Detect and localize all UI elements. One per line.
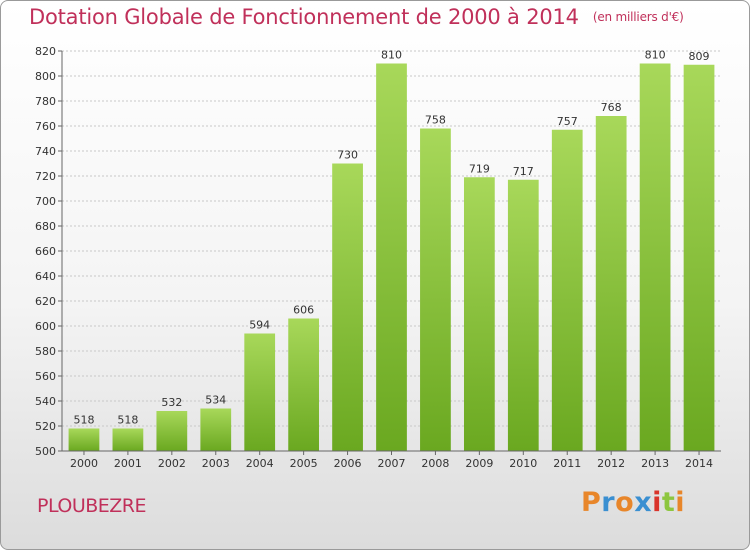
x-tick-label-2003: 2003 [202, 457, 230, 470]
value-label-2000: 518 [73, 414, 94, 427]
x-tick-label-2002: 2002 [158, 457, 186, 470]
bar-2007 [376, 63, 407, 451]
y-tick-label: 520 [35, 420, 56, 433]
logo-letter: r [601, 487, 616, 518]
chart-subtitle: (en milliers d'€) [592, 10, 684, 24]
y-tick-label: 720 [35, 170, 56, 183]
x-tick-label-2001: 2001 [114, 457, 142, 470]
proxiti-logo[interactable]: Proxiti [581, 487, 685, 518]
y-tick-label: 600 [35, 320, 56, 333]
bar-2008 [420, 128, 451, 451]
value-labels: 518 518 532 534 594 606 730 810 758 719 717 757 768 8… [73, 49, 709, 427]
bar-2010 [507, 179, 539, 451]
value-label-2001: 518 [117, 414, 138, 427]
logo-letter: o [615, 487, 635, 518]
x-tick-label-2010: 2010 [509, 457, 537, 470]
bar-2003 [200, 408, 232, 451]
value-label-2011: 757 [557, 115, 578, 128]
bar-2005 [288, 318, 320, 451]
chart-title-text: Dotation Globale de Fonctionnement de 20… [29, 5, 579, 29]
y-tick-label: 580 [35, 345, 56, 358]
bar-2006 [332, 163, 363, 451]
value-label-2004: 594 [249, 319, 270, 332]
y-tick-label: 660 [35, 245, 56, 258]
chart-title: Dotation Globale de Fonctionnement de 20… [29, 5, 684, 29]
x-tick-label-2014: 2014 [685, 457, 713, 470]
x-tick-label-2009: 2009 [465, 457, 493, 470]
value-label-2003: 534 [205, 394, 226, 407]
value-label-2005: 606 [293, 304, 314, 317]
logo-letter: P [581, 487, 602, 518]
city-name: PLOUBEZRE [37, 495, 147, 517]
bars [68, 63, 715, 451]
bar-2004 [244, 333, 276, 451]
value-label-2007: 810 [381, 49, 402, 62]
bar-2013 [639, 63, 671, 451]
logo-letter: x [634, 487, 653, 518]
bar-2009 [463, 177, 495, 451]
bar-2014 [683, 64, 715, 451]
value-label-2008: 758 [425, 114, 446, 127]
x-tick-label-2000: 2000 [70, 457, 98, 470]
x-tick-label-2005: 2005 [290, 457, 318, 470]
x-tick-label-2008: 2008 [421, 457, 449, 470]
value-label-2002: 532 [161, 396, 182, 409]
value-label-2014: 809 [689, 50, 710, 63]
y-tick-label: 640 [35, 270, 56, 283]
y-tick-label: 820 [35, 45, 56, 58]
logo-letter: i [675, 487, 686, 518]
bar-2000 [68, 428, 100, 451]
y-tick-label: 700 [35, 195, 56, 208]
y-tick-label: 780 [35, 95, 56, 108]
x-tick-label-2013: 2013 [641, 457, 669, 470]
y-tick-label: 680 [35, 220, 56, 233]
value-label-2006: 730 [337, 149, 358, 162]
bar-2001 [112, 428, 144, 451]
value-label-2013: 810 [645, 49, 666, 62]
bar-2002 [156, 411, 188, 451]
value-label-2009: 719 [469, 162, 490, 175]
y-axis: 500 520 540 560 580 600 620 640 660 680 700 720 740 7… [35, 45, 63, 458]
y-tick-label: 540 [35, 395, 56, 408]
logo-letter: t [661, 487, 676, 518]
y-tick-label: 800 [35, 70, 56, 83]
y-tick-label: 500 [35, 445, 56, 458]
x-tick-label-2007: 2007 [378, 457, 406, 470]
y-tick-label: 560 [35, 370, 56, 383]
y-tick-label: 740 [35, 145, 56, 158]
x-axis: 2000 2001 2002 2003 2004 2005 2006 2007 2008 2009… [62, 450, 721, 470]
value-label-2012: 768 [601, 101, 622, 114]
x-tick-label-2004: 2004 [246, 457, 274, 470]
x-tick-label-2012: 2012 [597, 457, 625, 470]
value-label-2010: 717 [513, 165, 534, 178]
logo-letter: i [652, 487, 662, 518]
x-tick-label-2011: 2011 [553, 457, 581, 470]
y-tick-label: 620 [35, 295, 56, 308]
bar-2012 [595, 116, 627, 451]
x-tick-label-2006: 2006 [334, 457, 362, 470]
bar-2011 [551, 129, 583, 451]
y-tick-label: 760 [35, 120, 56, 133]
